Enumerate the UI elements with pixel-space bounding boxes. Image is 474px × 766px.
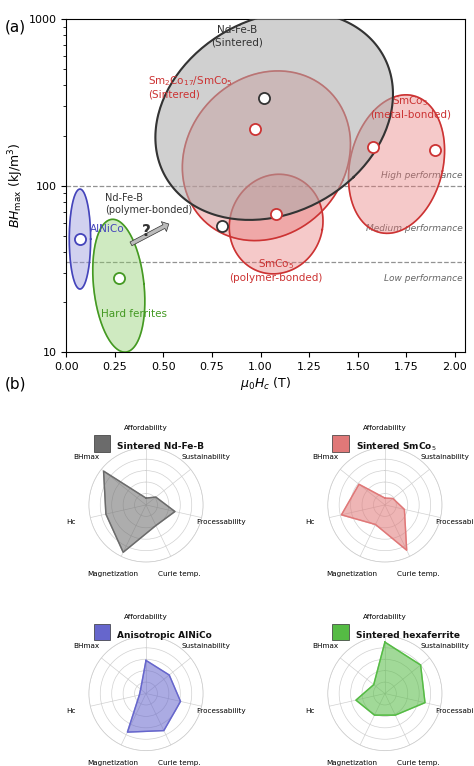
Text: (a): (a) [5, 19, 26, 34]
Text: SmCo$_5$
(metal-bonded): SmCo$_5$ (metal-bonded) [370, 94, 451, 119]
Y-axis label: $BH_\mathrm{max}$ (kJ/m$^3$): $BH_\mathrm{max}$ (kJ/m$^3$) [6, 143, 26, 228]
Text: ?: ? [142, 224, 150, 239]
Text: Nd-Fe-B
(polymer-bonded): Nd-Fe-B (polymer-bonded) [105, 193, 192, 215]
Polygon shape [356, 642, 425, 715]
Polygon shape [341, 484, 407, 550]
Text: Sintered hexaferrite: Sintered hexaferrite [356, 630, 460, 640]
Polygon shape [69, 189, 91, 289]
Polygon shape [103, 471, 175, 552]
Polygon shape [182, 71, 350, 241]
Text: High performance: High performance [381, 171, 463, 180]
Text: Sm$_2$Co$_{17}$/SmCo$_5$
(Sintered): Sm$_2$Co$_{17}$/SmCo$_5$ (Sintered) [148, 74, 233, 100]
Polygon shape [348, 95, 445, 234]
Text: Hard ferrites: Hard ferrites [101, 309, 167, 319]
Text: Low performance: Low performance [384, 274, 463, 283]
Polygon shape [128, 660, 181, 732]
Polygon shape [155, 11, 393, 220]
Text: Sintered SmCo$_5$: Sintered SmCo$_5$ [356, 440, 437, 453]
X-axis label: $\mu_0H_c$ (T): $\mu_0H_c$ (T) [240, 375, 291, 392]
Text: SmCo$_5$
(polymer-bonded): SmCo$_5$ (polymer-bonded) [229, 257, 323, 283]
Polygon shape [93, 219, 145, 352]
Polygon shape [229, 175, 323, 274]
Text: Nd-Fe-B
(Sintered): Nd-Fe-B (Sintered) [211, 25, 263, 47]
Text: Medium performance: Medium performance [366, 224, 463, 233]
Text: Sintered Nd-Fe-B: Sintered Nd-Fe-B [117, 442, 204, 451]
Text: Anisotropic AlNiCo: Anisotropic AlNiCo [117, 630, 212, 640]
Text: AlNiCo: AlNiCo [90, 224, 124, 234]
Text: (b): (b) [5, 377, 26, 392]
